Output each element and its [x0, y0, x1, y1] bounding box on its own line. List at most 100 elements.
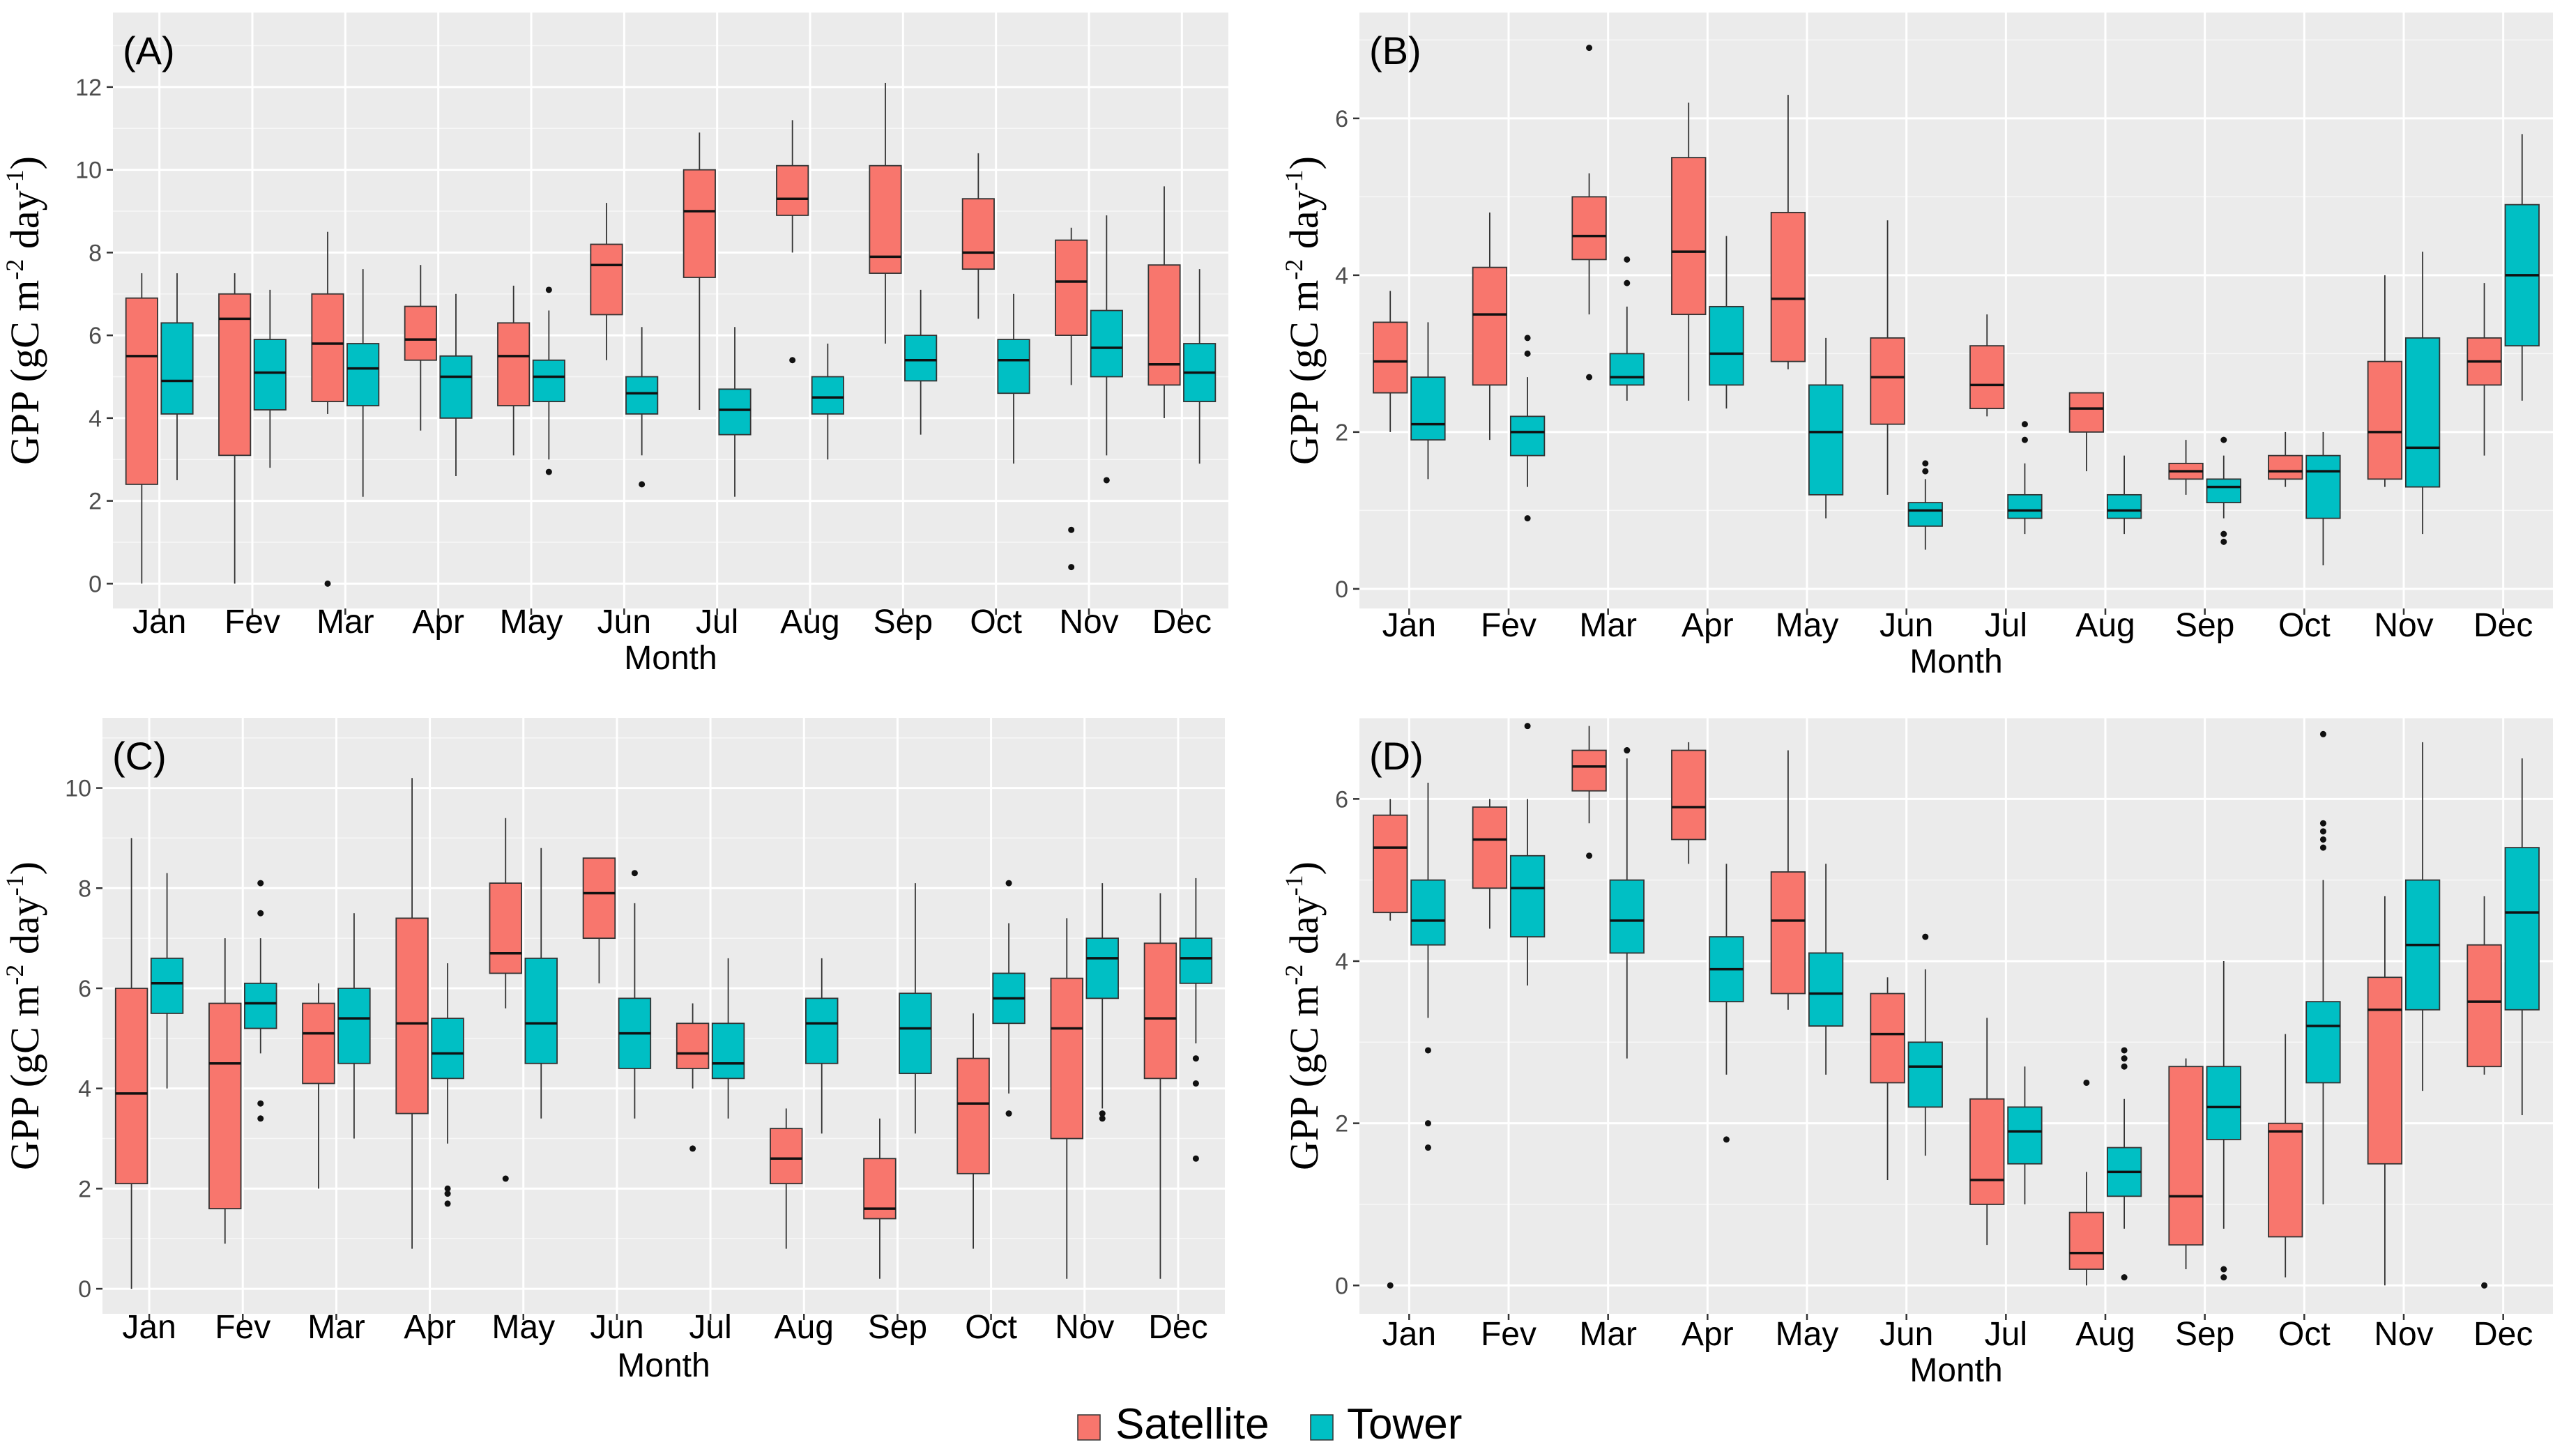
- outlier-point: [1624, 279, 1631, 286]
- outlier-point: [1424, 1120, 1431, 1127]
- x-tick-label-jul: Jul: [689, 1309, 731, 1346]
- satellite-box-nov: [1055, 227, 1088, 571]
- box-body: [2068, 392, 2105, 433]
- x-tick-label-jan: Jan: [122, 1309, 176, 1346]
- box-body: [1907, 502, 1943, 527]
- tower-box-apr: [431, 963, 464, 1207]
- box-body: [1870, 993, 1905, 1084]
- y-tick-label: 0: [1335, 1273, 1348, 1299]
- box-body: [805, 997, 839, 1064]
- plot-background: [1359, 13, 2553, 608]
- satellite-box-jun: [590, 203, 623, 360]
- outlier-point: [1424, 1047, 1431, 1054]
- panel-b: 0 2 4 6 Jan Fev Mar Apr May Jun Jul Aug Sep Oct Nov Dec…: [1280, 13, 2553, 680]
- outlier-point: [2220, 1266, 2227, 1273]
- y-axis-title: GPP (gC m-2 day-1): [1280, 861, 1327, 1170]
- satellite-box-aug: [2068, 392, 2105, 472]
- y-axis-title-superscript: -1: [1, 169, 29, 190]
- satellite-box-may: [1770, 95, 1806, 369]
- box-body: [776, 164, 809, 216]
- box-body: [1410, 879, 1446, 946]
- box-body: [114, 988, 148, 1185]
- tower-box-oct: [992, 880, 1025, 1117]
- x-tick-label-fev: Fev: [215, 1309, 270, 1346]
- satellite-box-mar: [1571, 726, 1607, 859]
- outlier-point: [2083, 1079, 2090, 1086]
- x-tick-label-fev: Fev: [1481, 607, 1537, 644]
- tower-box-mar: [337, 913, 371, 1139]
- satellite-box-mar: [302, 983, 335, 1189]
- x-tick-label-sep: Sep: [2175, 607, 2234, 644]
- outlier-point: [502, 1175, 509, 1182]
- box-body: [770, 1128, 803, 1185]
- x-tick-label-aug: Aug: [2075, 1316, 2135, 1353]
- x-tick-label-jul: Jul: [1985, 607, 2027, 644]
- box-body: [2007, 493, 2043, 519]
- outlier-point: [257, 880, 264, 887]
- outlier-point: [1586, 374, 1593, 381]
- x-tick-label-dec: Dec: [2473, 607, 2533, 644]
- outlier-point: [1103, 477, 1110, 484]
- y-tick-label: 4: [1335, 263, 1348, 289]
- box-body: [2504, 847, 2540, 1011]
- outlier-point: [1099, 1110, 1106, 1117]
- box-body: [676, 1022, 710, 1069]
- outlier-point: [1424, 1144, 1431, 1151]
- box-body: [218, 293, 252, 457]
- box-body: [489, 882, 522, 974]
- satellite-box-fev: [1472, 212, 1508, 440]
- satellite-box-may: [497, 285, 531, 456]
- box-body: [524, 957, 558, 1064]
- x-tick-label-oct: Oct: [2278, 607, 2331, 644]
- x-tick-label-may: May: [500, 604, 563, 641]
- x-tick-label-nov: Nov: [1059, 604, 1118, 641]
- outlier-point: [2319, 820, 2326, 827]
- y-axis-title-text: day: [1281, 190, 1327, 259]
- x-axis-title: Month: [1909, 1352, 2002, 1389]
- satellite-box-jul: [1969, 1018, 2005, 1246]
- tower-box-oct: [997, 293, 1030, 464]
- x-tick-label-oct: Oct: [2278, 1316, 2331, 1353]
- box-body: [1373, 321, 1408, 394]
- box-body: [2168, 1066, 2204, 1246]
- box-body: [160, 322, 194, 415]
- box-body: [1671, 749, 1707, 841]
- box-body: [1808, 384, 1844, 496]
- outlier-point: [2021, 421, 2028, 428]
- legend: Satellite Tower: [1077, 1400, 1462, 1448]
- box-body: [956, 1057, 990, 1174]
- y-tick-label: 8: [78, 875, 91, 902]
- x-tick-label-may: May: [491, 1309, 555, 1346]
- box-body: [1770, 871, 1806, 995]
- satellite-box-jun: [1870, 977, 1905, 1181]
- satellite-box-nov: [1050, 918, 1083, 1279]
- x-tick-label-may: May: [1776, 607, 1839, 644]
- outlier-point: [1192, 1080, 1199, 1087]
- tower-box-aug: [805, 958, 839, 1134]
- tower-box-aug: [2106, 1047, 2142, 1281]
- y-axis-title-superscript: -2: [1, 965, 29, 986]
- tower-box-jan: [1410, 322, 1446, 480]
- x-tick-label-mar: Mar: [1579, 1316, 1637, 1353]
- y-tick-label: 10: [65, 776, 91, 802]
- x-tick-label-dec: Dec: [1148, 1309, 1207, 1346]
- y-axis-title-superscript: -1: [1, 875, 29, 896]
- y-axis-title-text: ): [1281, 861, 1327, 875]
- tower-box-sep: [2206, 436, 2241, 545]
- plot-background: [1359, 718, 2553, 1314]
- satellite-box-fev: [1472, 799, 1508, 929]
- satellite-box-dec: [1143, 893, 1177, 1279]
- x-tick-label-dec: Dec: [2473, 1316, 2533, 1353]
- tower-box-jun: [1907, 933, 1943, 1156]
- box-body: [1472, 806, 1508, 889]
- x-tick-label-sep: Sep: [2175, 1316, 2234, 1353]
- tower-box-fev: [1509, 723, 1546, 986]
- satellite-box-apr: [1671, 102, 1707, 401]
- tower-box-aug: [2106, 455, 2142, 535]
- outlier-point: [2220, 530, 2227, 537]
- outlier-point: [1068, 564, 1075, 571]
- box-body: [1509, 415, 1546, 457]
- outlier-point: [1723, 1136, 1730, 1143]
- x-axis-title: Month: [617, 1347, 710, 1384]
- satellite-box-oct: [2268, 1034, 2303, 1278]
